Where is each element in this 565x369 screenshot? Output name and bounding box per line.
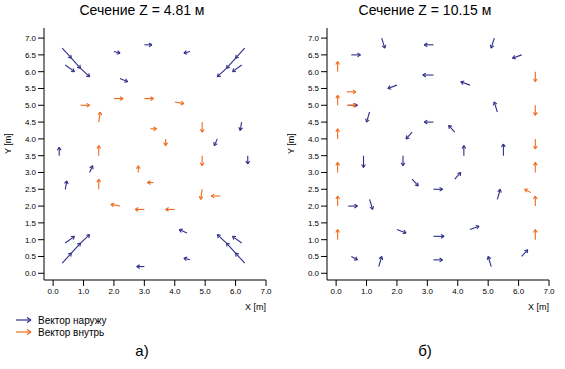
svg-text:X [m]: X [m] [245,302,266,312]
svg-text:3.0: 3.0 [139,287,151,296]
svg-text:1.5: 1.5 [25,219,37,228]
svg-text:0.5: 0.5 [308,252,320,261]
svg-text:5.0: 5.0 [483,287,495,296]
svg-text:7.0: 7.0 [543,287,555,296]
svg-text:X [m]: X [m] [528,302,549,312]
svg-text:2.0: 2.0 [25,202,37,211]
svg-text:3.0: 3.0 [422,287,434,296]
html-text:Вектор наружу: Вектор наружу [38,314,107,326]
svg-text:7.0: 7.0 [260,287,272,296]
svg-text:5.0: 5.0 [308,101,320,110]
html-text:Сечение Z = 4.81 м: Сечение Z = 4.81 м [79,2,205,18]
svg-text:7.0: 7.0 [308,34,320,43]
svg-text:2.5: 2.5 [25,185,37,194]
html-text:Сечение Z = 10.15 м: Сечение Z = 10.15 м [358,2,492,18]
svg-text:0.0: 0.0 [25,269,37,278]
svg-text:4.0: 4.0 [169,287,181,296]
svg-text:0.0: 0.0 [308,269,320,278]
svg-text:2.5: 2.5 [308,185,320,194]
svg-text:4.0: 4.0 [452,287,464,296]
svg-text:5.0: 5.0 [25,101,37,110]
svg-text:3.0: 3.0 [308,168,320,177]
svg-text:0.0: 0.0 [331,287,343,296]
svg-text:3.5: 3.5 [25,152,37,161]
svg-text:7.0: 7.0 [25,34,37,43]
svg-text:0.0: 0.0 [48,287,60,296]
svg-text:Y [m]: Y [m] [287,133,296,154]
svg-text:5.5: 5.5 [25,84,37,93]
svg-text:4.5: 4.5 [25,118,37,127]
svg-text:6.0: 6.0 [230,287,242,296]
svg-text:Y [m]: Y [m] [4,133,13,154]
html-text:а): а) [135,342,149,359]
svg-text:1.0: 1.0 [308,236,320,245]
svg-text:4.5: 4.5 [308,118,320,127]
svg-text:1.0: 1.0 [25,236,37,245]
svg-text:6.0: 6.0 [513,287,525,296]
svg-text:2.0: 2.0 [108,287,120,296]
svg-text:4.0: 4.0 [25,135,37,144]
svg-text:2.0: 2.0 [391,287,403,296]
svg-text:6.0: 6.0 [308,68,320,77]
html-text:Вектор внутрь: Вектор внутрь [38,326,105,338]
svg-text:0.5: 0.5 [25,252,37,261]
svg-text:6.5: 6.5 [25,51,37,60]
svg-text:4.0: 4.0 [308,135,320,144]
svg-text:1.0: 1.0 [361,287,373,296]
svg-text:3.5: 3.5 [308,152,320,161]
svg-text:6.0: 6.0 [25,68,37,77]
svg-text:6.5: 6.5 [308,51,320,60]
svg-text:1.0: 1.0 [78,287,90,296]
svg-text:3.0: 3.0 [25,168,37,177]
svg-text:2.0: 2.0 [308,202,320,211]
html-text:б): б) [418,342,432,359]
svg-text:5.5: 5.5 [308,84,320,93]
svg-text:5.0: 5.0 [200,287,212,296]
svg-text:1.5: 1.5 [308,219,320,228]
